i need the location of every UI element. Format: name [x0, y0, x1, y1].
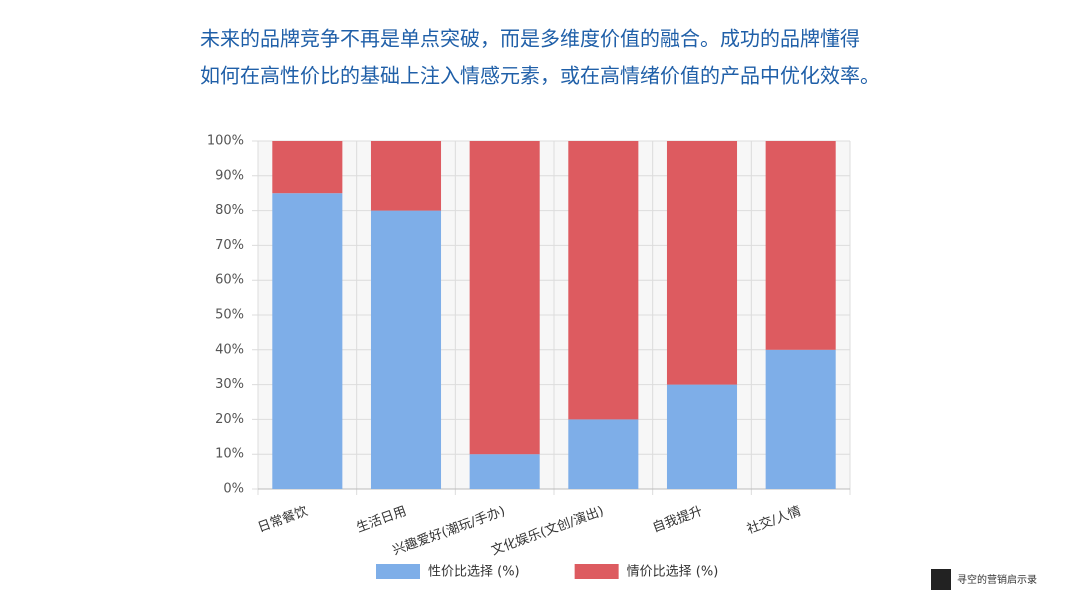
bar-segment — [272, 141, 343, 194]
x-tick-label: 文化娱乐(文创/演出) — [489, 503, 606, 559]
watermark-logo — [931, 569, 951, 590]
bar-segment — [568, 141, 639, 420]
bar-segment — [765, 349, 836, 489]
y-tick-label: 0% — [223, 482, 244, 497]
x-tick-label: 日常餐饮 — [256, 503, 310, 536]
bar-segment — [568, 419, 639, 489]
bar-segment — [765, 141, 836, 350]
y-tick-label: 70% — [215, 238, 244, 253]
y-tick-label: 40% — [215, 342, 244, 357]
bar-segment — [666, 141, 738, 385]
bar-segment — [370, 141, 442, 211]
x-tick-label: 社交/人情 — [745, 503, 803, 537]
x-tick-label: 自我提升 — [650, 503, 704, 536]
y-tick-label: 60% — [215, 273, 244, 288]
y-tick-label: 20% — [215, 412, 244, 427]
y-tick-label: 100% — [207, 134, 244, 149]
legend-label: 性价比选择 (%) — [428, 565, 520, 580]
bar-segment — [469, 141, 540, 455]
y-tick-label: 50% — [215, 308, 244, 323]
header-line: 未来的品牌竞争不再是单点突破，而是多维度价值的融合。成功的品牌懂得 — [200, 27, 860, 51]
y-tick-label: 30% — [215, 377, 244, 392]
legend-label: 情价比选择 (%) — [627, 565, 719, 580]
legend-swatch — [376, 564, 420, 579]
bar-segment — [469, 454, 540, 489]
x-tick-label: 生活日用 — [355, 504, 409, 536]
y-tick-label: 90% — [215, 168, 244, 183]
x-tick-label: 兴趣爱好(潮玩/手办) — [391, 504, 508, 559]
legend-swatch — [574, 564, 619, 579]
y-tick-label: 10% — [215, 447, 244, 462]
y-tick-label: 80% — [215, 203, 244, 218]
header-line: 如何在高性价比的基础上注入情感元素，或在高情绪价值的产品中优化效率。 — [200, 64, 880, 88]
watermark-text: 寻空的营销启示录 — [957, 573, 1037, 586]
bar-segment — [666, 384, 738, 489]
bar-segment — [370, 210, 442, 489]
bar-segment — [272, 193, 343, 489]
